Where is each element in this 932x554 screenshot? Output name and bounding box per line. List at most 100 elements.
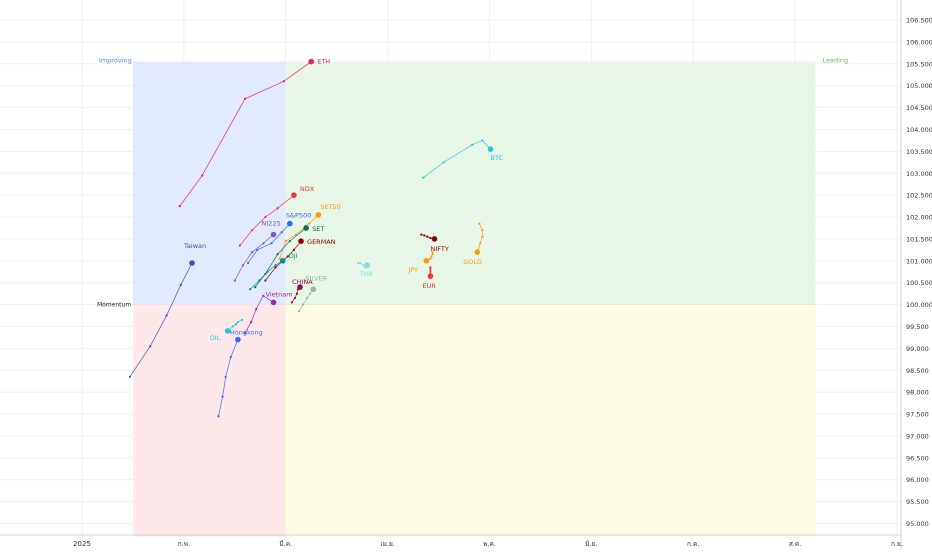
series-point bbox=[262, 294, 265, 297]
series-point bbox=[481, 139, 484, 142]
series-head-point bbox=[431, 236, 438, 242]
series-point bbox=[431, 253, 434, 256]
series-point bbox=[359, 261, 362, 265]
y-tick-label: 106.000 bbox=[906, 38, 932, 46]
x-tick-label: เม.ย. bbox=[380, 540, 394, 548]
series-point bbox=[362, 264, 365, 267]
series-point bbox=[308, 222, 311, 225]
y-tick-label: 100.000 bbox=[906, 301, 932, 309]
series-silver: SILVER bbox=[297, 274, 328, 313]
quadrant-lagging bbox=[132, 304, 286, 537]
series-point bbox=[481, 235, 484, 238]
series-head-point bbox=[224, 328, 231, 334]
quadrant-improving bbox=[132, 61, 286, 305]
series-oil: OIL bbox=[210, 318, 244, 342]
series-jpy: JPY bbox=[407, 250, 434, 274]
series-head-point bbox=[235, 336, 241, 343]
x-tick-label: มิ.ย. bbox=[585, 540, 597, 548]
series-point bbox=[293, 296, 297, 300]
series-german: GERMAN bbox=[264, 238, 336, 282]
series-point bbox=[258, 279, 261, 282]
y-tick-label: 104.000 bbox=[906, 126, 932, 134]
quadrant-weakening bbox=[285, 304, 816, 537]
series-head-point bbox=[308, 58, 315, 65]
series-point bbox=[297, 310, 301, 313]
series-point bbox=[264, 279, 267, 282]
series-point bbox=[481, 229, 484, 232]
y-tick-label: 95.000 bbox=[906, 520, 929, 528]
y-tick-label: 96.500 bbox=[906, 454, 929, 462]
series-label: GOLD bbox=[463, 258, 482, 266]
series-dji: DJI bbox=[248, 252, 298, 291]
series-point bbox=[221, 395, 224, 398]
y-tick-label: 103.500 bbox=[906, 148, 932, 156]
series-point bbox=[431, 250, 434, 254]
series-point bbox=[286, 255, 289, 258]
series-point bbox=[429, 270, 432, 273]
y-tick-label: 95.500 bbox=[906, 498, 929, 506]
series-point bbox=[238, 244, 242, 247]
series-label: Hongkong bbox=[230, 329, 263, 337]
y-tick-label: 100.500 bbox=[906, 279, 932, 287]
series-ndx: NDX bbox=[238, 185, 315, 247]
series-point bbox=[420, 233, 423, 236]
series-head-point bbox=[310, 286, 317, 293]
series-china: CHINA bbox=[290, 278, 313, 304]
series-point bbox=[128, 375, 131, 378]
series-btc: BTC bbox=[422, 139, 504, 179]
series-head-point bbox=[487, 146, 494, 152]
series-point bbox=[241, 264, 245, 267]
series-label: GERMAN bbox=[307, 238, 336, 246]
series-point bbox=[430, 255, 433, 258]
series-point bbox=[429, 266, 432, 269]
series-head-point bbox=[364, 262, 371, 268]
series-label: ETH bbox=[317, 58, 330, 66]
series-nifty: NIFTY bbox=[420, 233, 449, 253]
x-tick-label: ก.พ. bbox=[178, 540, 190, 548]
series-point bbox=[262, 242, 265, 245]
series-point bbox=[251, 250, 254, 254]
y-tick-label: 104.500 bbox=[906, 104, 932, 112]
series-point bbox=[290, 301, 293, 304]
y-tick-label: 105.000 bbox=[906, 82, 932, 90]
series-point bbox=[236, 321, 239, 324]
series-point bbox=[479, 242, 482, 245]
series-head-point bbox=[423, 258, 430, 264]
series-head-point bbox=[279, 258, 286, 264]
series-point bbox=[255, 307, 258, 311]
series-label: DJI bbox=[289, 252, 298, 260]
series-point bbox=[422, 176, 425, 179]
series-point bbox=[429, 236, 432, 240]
series-set50: SET50 bbox=[278, 203, 341, 260]
series-point bbox=[442, 161, 445, 164]
series-head-point bbox=[298, 238, 304, 244]
series-label: BTC bbox=[491, 154, 504, 162]
series-point bbox=[254, 285, 257, 289]
series-label: NDX bbox=[300, 185, 315, 193]
series-point bbox=[280, 231, 283, 234]
series-head-point bbox=[270, 231, 277, 238]
series-point bbox=[224, 375, 227, 378]
y-tick-label: 101.000 bbox=[906, 257, 932, 265]
series-point bbox=[217, 415, 220, 418]
series-set: SET bbox=[254, 225, 324, 289]
series-point bbox=[356, 261, 360, 265]
y-tick-label: 102.500 bbox=[906, 192, 932, 200]
series-head-point bbox=[270, 299, 277, 306]
y-tick-label: 97.500 bbox=[906, 411, 929, 419]
x-tick-label: ก.ค. bbox=[687, 540, 699, 548]
series-label: Vietnam bbox=[266, 290, 293, 298]
series-point bbox=[234, 323, 237, 326]
series-point bbox=[309, 292, 312, 295]
series-head-point bbox=[303, 225, 309, 231]
y-tick-label: 103.000 bbox=[906, 170, 932, 178]
series-point bbox=[288, 240, 291, 243]
series-point bbox=[251, 229, 254, 232]
series-point bbox=[282, 80, 285, 83]
series-point bbox=[276, 207, 279, 210]
series-label: THB bbox=[358, 270, 372, 278]
y-tick-label: 102.000 bbox=[906, 214, 932, 222]
series-head-point bbox=[315, 212, 322, 218]
quadrant-leading bbox=[285, 61, 816, 305]
series-eur: EUR bbox=[422, 266, 436, 290]
